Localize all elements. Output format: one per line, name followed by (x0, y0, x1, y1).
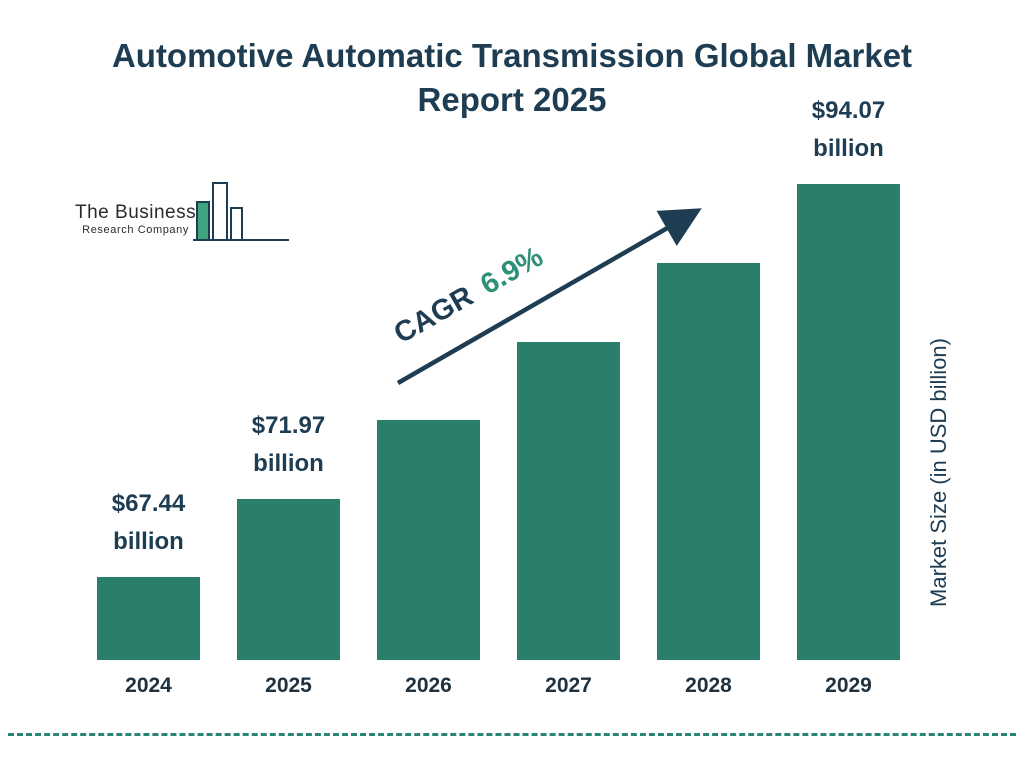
bar-chart: 2024 $67.44 billion 2025 $71.97 billion 2026 20… (97, 97, 900, 697)
logo-text: The Business Research Company (75, 202, 196, 236)
x-axis-tick-label: 2027 (545, 674, 592, 697)
x-axis-tick-label: 2028 (685, 674, 732, 697)
bar-column-2024: 2024 $67.44 billion (97, 184, 200, 697)
x-axis-tick-label: 2026 (405, 674, 452, 697)
y-axis-label: Market Size (in USD billion) (926, 338, 951, 607)
bar-2024 (97, 577, 200, 660)
bar-value-label: $94.07 billion (811, 97, 886, 162)
page-title-text: Automotive Automatic Transmission Global… (111, 37, 913, 118)
bar-2028 (657, 263, 760, 660)
bar-column-2027: 2027 (517, 184, 620, 697)
bar-column-2028: 2028 (657, 184, 760, 697)
bar-column-2026: 2026 (377, 184, 480, 697)
page-title: Automotive Automatic Transmission Global… (0, 34, 1024, 122)
bar-value-label: $71.97 billion (251, 412, 326, 477)
bar-value-label: $67.44 billion (111, 490, 186, 555)
bar-2029 (797, 184, 900, 660)
bar-column-2029: 2029 $94.07 billion (797, 97, 900, 697)
logo-text-primary: The Business (75, 202, 197, 223)
logo-text-secondary: Research Company (82, 224, 189, 236)
x-axis-tick-label: 2029 (825, 674, 872, 697)
cagr-trend-arrow (396, 208, 702, 385)
bar-column-2025: 2025 $71.97 billion (237, 184, 340, 697)
bar-2027 (517, 342, 620, 660)
x-axis-tick-label: 2025 (265, 674, 312, 697)
company-logo: The Business Research Company (75, 180, 289, 250)
bar-2026 (377, 420, 480, 660)
bar-2025 (237, 499, 340, 660)
x-axis-tick-label: 2024 (125, 674, 172, 697)
logo-bar-chart-icon (193, 182, 289, 241)
bottom-dashed-divider (8, 733, 1016, 736)
